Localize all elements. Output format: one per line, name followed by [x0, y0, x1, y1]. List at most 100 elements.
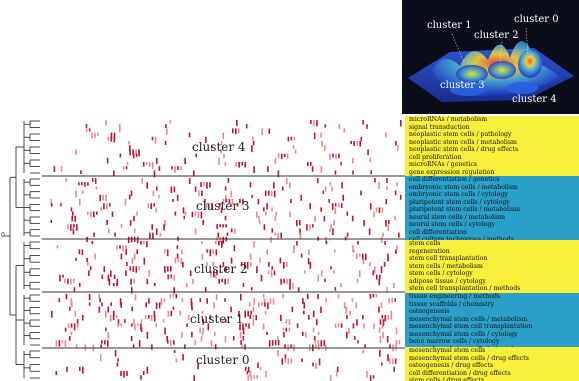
heatmap-stroke — [275, 340, 277, 345]
heatmap-stroke — [344, 302, 346, 308]
heatmap-stroke — [286, 319, 288, 323]
heatmap-stroke — [314, 216, 316, 222]
heatmap-stroke — [218, 241, 220, 245]
heatmap-stroke — [271, 270, 273, 277]
heatmap-stroke — [79, 283, 81, 287]
heatmap-stroke — [253, 307, 255, 313]
heatmap-stroke — [278, 154, 280, 159]
term-item: osteogenesis / drug effects — [405, 362, 579, 370]
heatmap-stroke — [166, 128, 168, 134]
heatmap-stroke — [60, 203, 62, 206]
heatmap-stroke — [318, 344, 320, 349]
heatmap-stroke — [202, 254, 204, 260]
heatmap-stroke — [82, 191, 84, 195]
heatmap-stroke — [82, 367, 84, 374]
heatmap-stroke — [374, 178, 376, 183]
heatmap-stroke — [348, 328, 350, 334]
heatmap-stroke — [136, 154, 138, 157]
heatmap-stroke — [325, 124, 327, 127]
heatmap-stroke — [365, 254, 367, 261]
heatmap-stroke — [71, 332, 73, 335]
heatmap-stroke — [302, 332, 304, 336]
heatmap-stroke — [244, 344, 246, 349]
heatmap-stroke — [296, 220, 298, 226]
heatmap-stroke — [121, 224, 123, 228]
heatmap-stroke — [131, 237, 133, 243]
heatmap-stroke — [396, 182, 398, 186]
heatmap-stroke — [148, 315, 150, 319]
heatmap-stroke — [314, 133, 316, 139]
heatmap-stroke — [243, 283, 245, 287]
heatmap-stroke — [158, 195, 160, 199]
heatmap-stroke — [140, 241, 142, 245]
heatmap-stroke — [291, 358, 293, 363]
heatmap-stroke — [330, 266, 332, 269]
heatmap-stroke — [200, 182, 202, 187]
heatmap-stroke — [75, 191, 77, 198]
heatmap-stroke — [373, 323, 375, 329]
heatmap-stroke — [69, 336, 71, 341]
heatmap-stroke — [71, 323, 73, 327]
heatmap-stroke — [379, 350, 381, 357]
heatmap-stroke — [364, 344, 366, 347]
heatmap-stroke — [247, 375, 249, 380]
heatmap-stroke — [167, 275, 169, 280]
heatmap-stroke — [143, 241, 145, 244]
heatmap-stroke — [74, 323, 76, 330]
heatmap-stroke — [131, 287, 133, 293]
heatmap-stroke — [225, 186, 227, 190]
heatmap-stroke — [353, 249, 355, 252]
heatmap-stroke — [359, 254, 361, 257]
heatmap-stroke — [82, 249, 84, 255]
heatmap-stroke — [376, 294, 378, 298]
surface-label-cluster-1: cluster 1 — [427, 20, 472, 31]
heatmap-stroke — [261, 275, 263, 282]
heatmap-stroke — [310, 262, 312, 269]
heatmap-stroke — [268, 270, 270, 274]
heatmap-stroke — [395, 249, 397, 254]
heatmap-stroke — [156, 158, 158, 164]
heatmap-stroke — [338, 203, 340, 207]
heatmap-stroke — [394, 298, 396, 302]
heatmap-stroke — [379, 275, 381, 280]
heatmap-stroke — [113, 315, 115, 320]
heatmap-stroke — [240, 340, 242, 345]
heatmap-stroke — [330, 224, 332, 228]
heatmap-stroke — [350, 141, 352, 144]
heatmap-stroke — [256, 375, 258, 379]
heatmap-stroke — [318, 275, 320, 282]
heatmap-stroke — [309, 224, 311, 230]
heatmap-stroke — [246, 124, 248, 128]
heatmap-stroke — [130, 279, 132, 285]
heatmap-stroke — [70, 224, 72, 231]
heatmap-stroke — [303, 311, 305, 315]
heatmap-stroke — [93, 233, 95, 237]
heatmap-stroke — [308, 315, 310, 320]
heatmap-stroke — [167, 266, 169, 271]
heatmap-stroke — [243, 328, 245, 335]
heatmap-stroke — [220, 237, 222, 243]
heatmap-stroke — [82, 315, 84, 321]
heatmap-stroke — [87, 262, 89, 266]
heatmap-stroke — [370, 203, 372, 209]
heatmap-stroke — [57, 245, 59, 248]
term-item: neoplastic stem cells / pathology — [405, 131, 579, 139]
heatmap-stroke — [71, 207, 73, 211]
heatmap-stroke — [321, 141, 323, 147]
heatmap-stroke — [388, 315, 390, 320]
heatmap-stroke — [163, 224, 165, 230]
heatmap-stroke — [256, 266, 258, 273]
term-item: osteogenesis — [405, 308, 579, 316]
heatmap-stroke — [121, 254, 123, 260]
heatmap-stroke — [300, 195, 302, 201]
heatmap-stroke — [185, 212, 187, 216]
heatmap-stroke — [152, 162, 154, 169]
heatmap-stroke — [251, 145, 253, 152]
heatmap-stroke — [126, 166, 128, 169]
heatmap-stroke — [209, 182, 211, 187]
heatmap-stroke — [253, 319, 255, 326]
heatmap-stroke — [177, 195, 179, 201]
heatmap-stroke — [258, 216, 260, 220]
heatmap-stroke — [68, 323, 70, 328]
heatmap-stroke — [159, 302, 161, 308]
